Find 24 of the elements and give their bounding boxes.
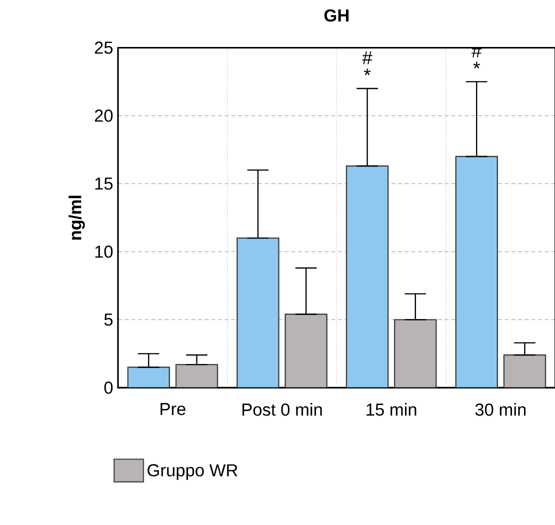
legend-label: Gruppo WR: [148, 464, 238, 480]
bar: [285, 314, 327, 388]
bar: [237, 238, 279, 388]
y-tick-label: 0: [104, 382, 113, 394]
bar: [394, 320, 436, 388]
annotation: *: [473, 62, 480, 68]
y-tick-label: 15: [95, 178, 113, 190]
x-tick-label: 30 min: [475, 403, 526, 416]
y-tick-label: 10: [95, 246, 113, 258]
y-tick-label: 25: [94, 42, 113, 54]
bar: [176, 364, 218, 388]
x-tick-label: Pre: [160, 403, 186, 416]
x-tick-label: Post 0 min: [242, 403, 322, 416]
chart-title: GH: [324, 9, 349, 22]
bar: [503, 354, 546, 388]
y-tick-label: 5: [104, 314, 113, 326]
bar: [346, 166, 388, 388]
annotation: *: [364, 68, 371, 76]
bar: [128, 367, 170, 388]
bar: [455, 156, 498, 388]
y-axis-title: ng/ml: [68, 196, 85, 240]
x-tick-label: 15 min: [366, 403, 416, 416]
annotation: #: [362, 51, 372, 64]
y-tick-label: 20: [94, 110, 113, 122]
